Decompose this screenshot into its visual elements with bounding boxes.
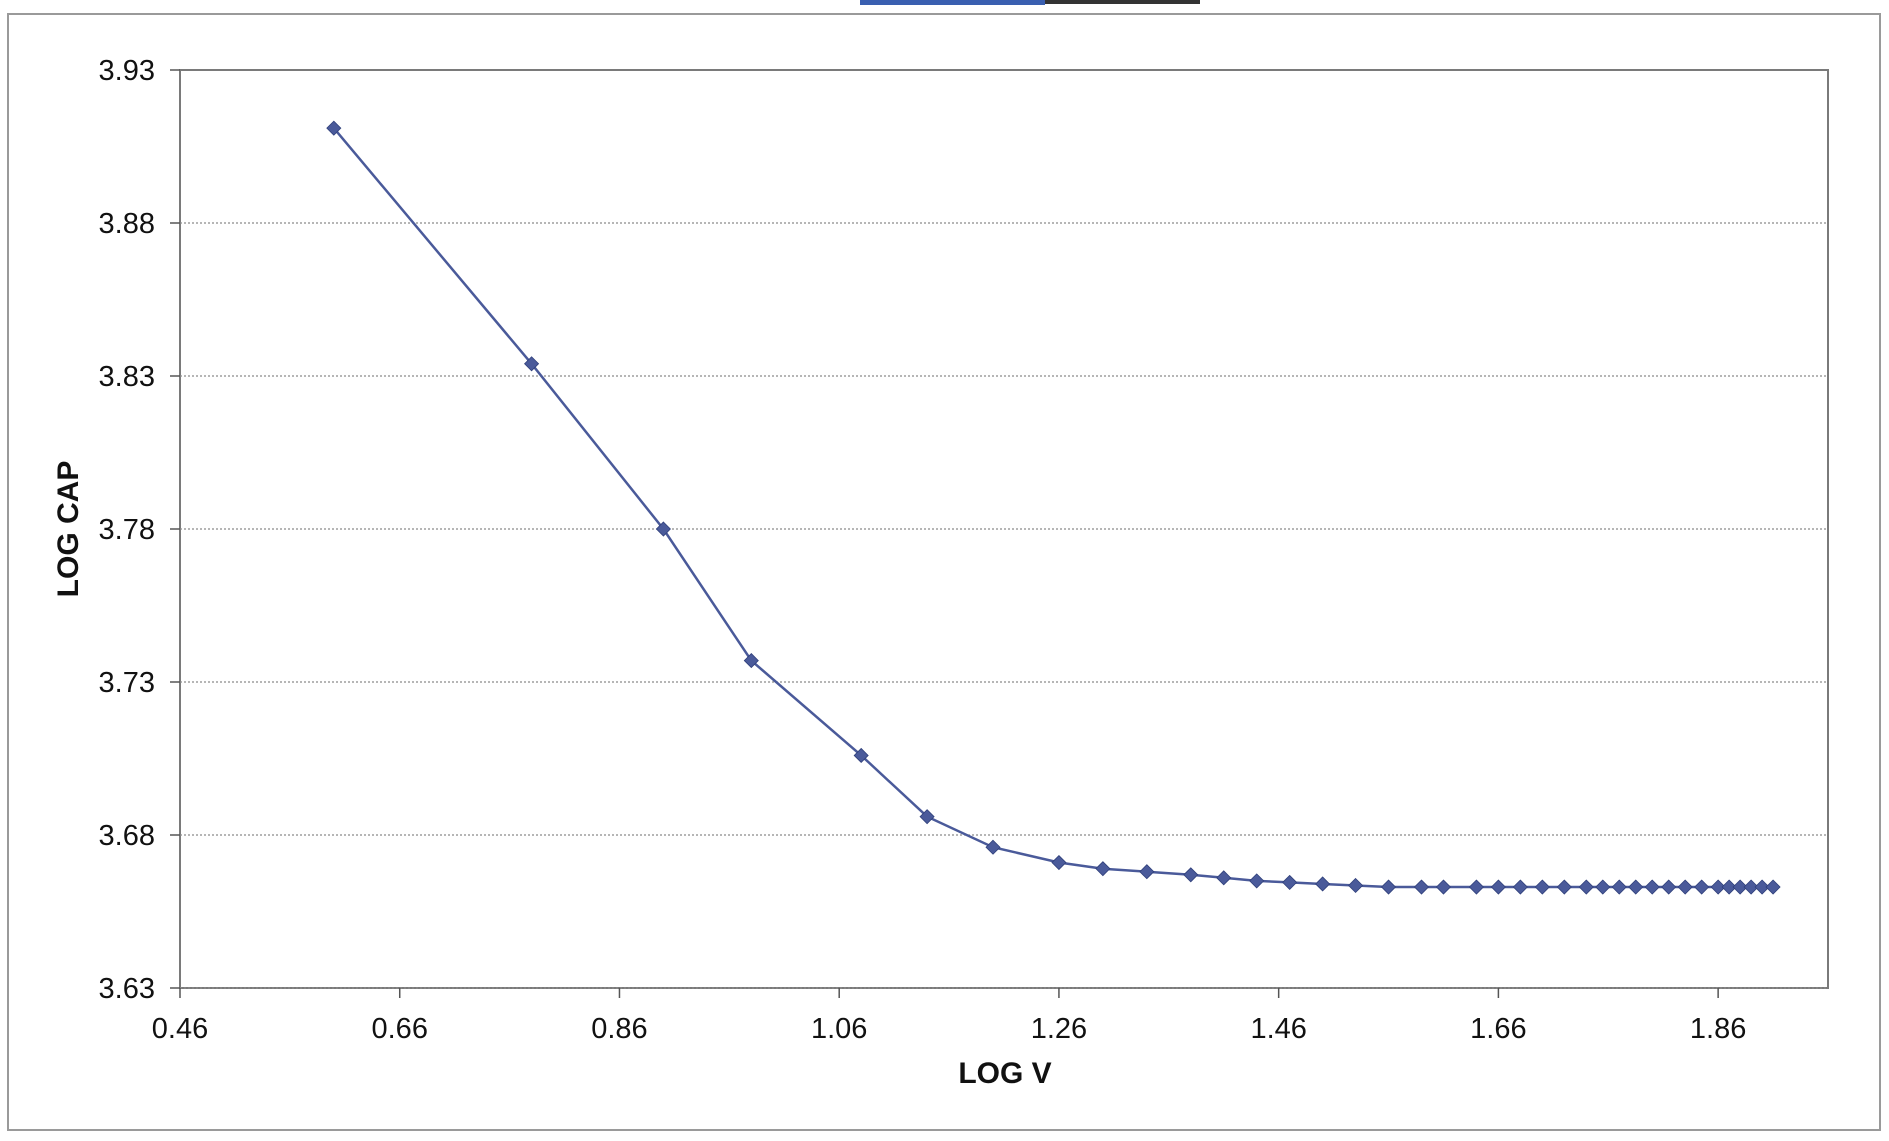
data-point bbox=[655, 521, 671, 537]
data-point bbox=[1139, 864, 1155, 880]
data-point bbox=[1512, 879, 1528, 895]
y-tick-label: 3.63 bbox=[99, 973, 155, 1005]
data-point bbox=[1677, 879, 1693, 895]
y-tick-label: 3.78 bbox=[99, 514, 155, 546]
data-point bbox=[1661, 879, 1677, 895]
data-point bbox=[1534, 879, 1550, 895]
data-point bbox=[1732, 879, 1748, 895]
data-point bbox=[1578, 879, 1594, 895]
data-point bbox=[1765, 879, 1781, 895]
x-tick-label: 0.66 bbox=[372, 1013, 428, 1045]
data-point bbox=[1556, 879, 1572, 895]
y-tick-label: 3.93 bbox=[99, 55, 155, 87]
x-tick-label: 1.26 bbox=[1031, 1013, 1087, 1045]
data-point bbox=[1611, 879, 1627, 895]
data-point bbox=[1216, 870, 1232, 886]
gridlines bbox=[180, 222, 1828, 989]
data-point bbox=[1743, 879, 1759, 895]
tick-labels: 3.93 3.88 3.83 3.78 3.73 3.68 3.63 0.46 0.66 0.86… bbox=[99, 55, 1747, 1045]
data-point bbox=[1413, 879, 1430, 895]
data-point bbox=[326, 120, 342, 136]
top-tab-dark bbox=[1045, 0, 1200, 4]
data-point bbox=[743, 653, 759, 669]
y-axis-title: LOG CAP bbox=[52, 461, 85, 598]
data-point bbox=[1490, 879, 1506, 895]
data-point bbox=[1183, 867, 1199, 883]
data-point bbox=[1380, 879, 1397, 895]
data-point bbox=[1754, 879, 1770, 895]
y-tick-label: 3.68 bbox=[99, 820, 155, 852]
top-tab-blue bbox=[860, 0, 1045, 5]
x-tick-label: 1.86 bbox=[1690, 1013, 1746, 1045]
x-tick-label: 1.06 bbox=[811, 1013, 867, 1045]
data-point bbox=[524, 356, 540, 372]
y-tick-label: 3.88 bbox=[99, 208, 155, 240]
data-point bbox=[1595, 879, 1611, 895]
data-point bbox=[1468, 879, 1484, 895]
data-point bbox=[1644, 879, 1660, 895]
data-point bbox=[853, 747, 869, 764]
data-point bbox=[1095, 861, 1111, 877]
y-tick-label: 3.83 bbox=[99, 361, 155, 393]
data-point bbox=[985, 839, 1001, 855]
data-point bbox=[1721, 879, 1737, 895]
data-point bbox=[1051, 854, 1067, 871]
y-tick-label: 3.73 bbox=[99, 667, 155, 699]
x-tick-label: 0.46 bbox=[152, 1013, 208, 1045]
data-point bbox=[1315, 876, 1331, 892]
data-point bbox=[919, 809, 935, 825]
data-point bbox=[1282, 874, 1298, 890]
data-point bbox=[1694, 879, 1710, 895]
x-axis-title: LOG V bbox=[958, 1057, 1051, 1090]
x-tick-label: 1.66 bbox=[1470, 1013, 1526, 1045]
axes bbox=[170, 69, 1719, 998]
data-point bbox=[1628, 879, 1644, 895]
data-point bbox=[1348, 877, 1364, 894]
x-tick-label: 0.86 bbox=[591, 1013, 647, 1045]
data-point bbox=[1710, 879, 1726, 895]
series bbox=[326, 120, 1781, 895]
x-tick-label: 1.46 bbox=[1250, 1013, 1306, 1045]
data-point bbox=[1435, 879, 1452, 895]
data-point bbox=[1249, 873, 1265, 889]
